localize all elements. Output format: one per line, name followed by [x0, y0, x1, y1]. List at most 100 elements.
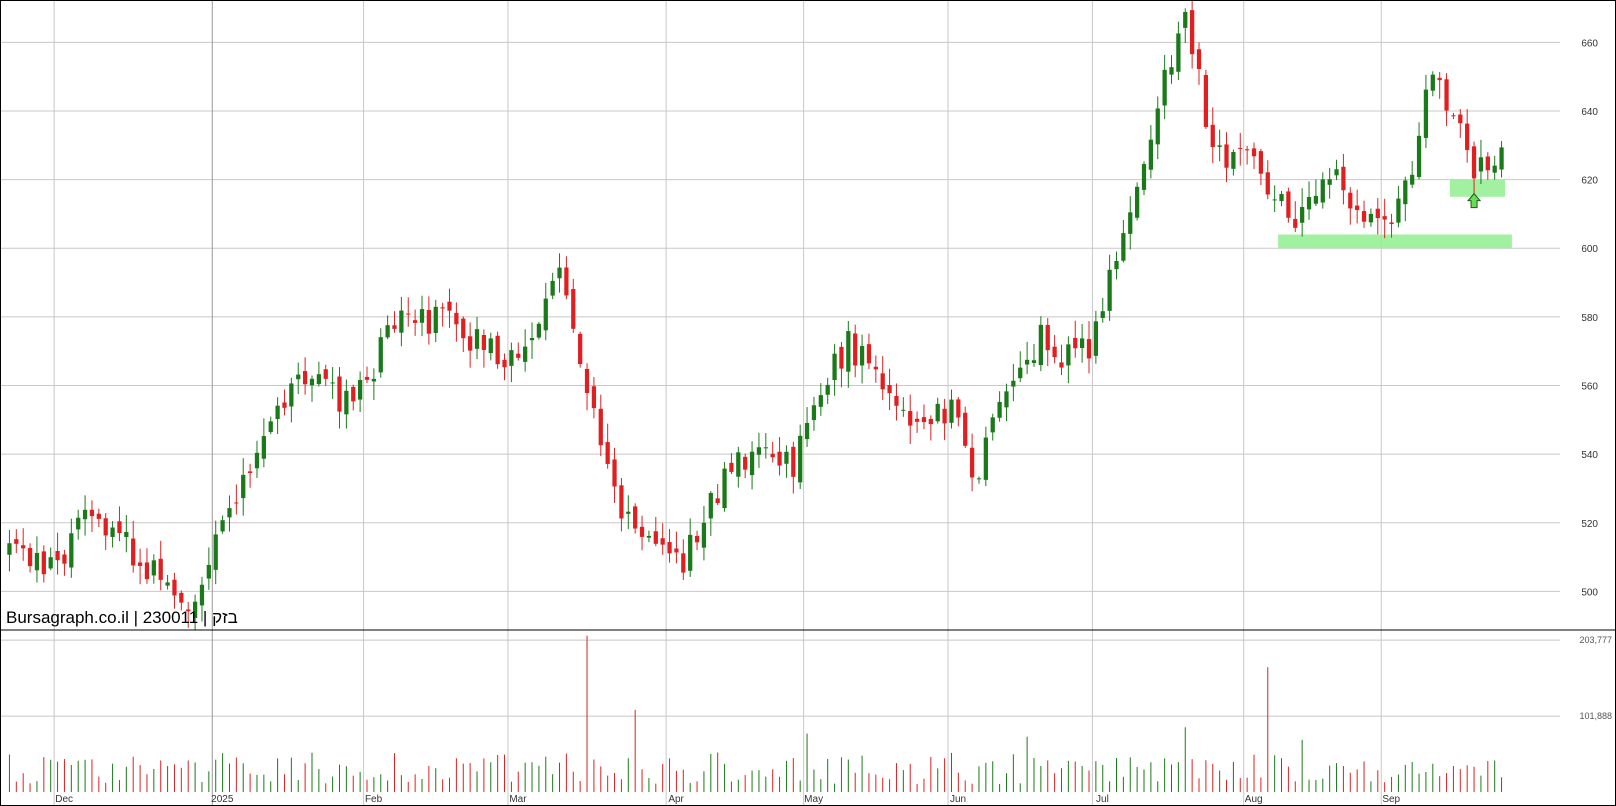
candle-body — [172, 579, 177, 596]
candle-body — [873, 366, 878, 370]
candle-body — [1313, 195, 1319, 204]
candle-body — [646, 535, 652, 538]
candle-body — [626, 511, 631, 514]
price-tick-520: 520 — [1581, 519, 1598, 530]
candle-body — [282, 402, 287, 408]
candle-body — [633, 506, 638, 529]
candle-body — [1334, 169, 1339, 176]
candle-body — [234, 502, 239, 504]
candle-body — [1245, 149, 1250, 151]
candle-body — [1300, 206, 1305, 223]
candle-body — [1382, 216, 1387, 220]
candle-body — [969, 447, 975, 478]
candle-body — [770, 453, 775, 458]
candle-body — [1355, 205, 1360, 211]
candle-body — [1361, 211, 1367, 222]
candle-body — [378, 337, 383, 373]
candle-body — [1293, 218, 1298, 228]
candle-body — [103, 518, 108, 536]
month-label: May — [804, 794, 823, 805]
candle-body — [144, 562, 150, 580]
candle-body — [1485, 156, 1490, 171]
candle-body — [275, 405, 280, 419]
volume-tick-label: 203,777 — [1579, 635, 1612, 645]
candle-body — [921, 417, 927, 423]
candle-body — [1444, 79, 1449, 111]
candle-body — [1478, 157, 1484, 172]
price-tick-500: 500 — [1581, 587, 1598, 598]
candle-body — [612, 459, 617, 487]
axis-labels: 500 520 540 560 580 600 620 640 660 101,888 203,77… — [55, 38, 1612, 805]
candle-body — [1265, 172, 1270, 195]
candle-body — [1155, 108, 1160, 145]
candle-body — [1465, 123, 1470, 151]
candle-body — [124, 531, 129, 538]
candle-body — [461, 318, 466, 339]
price-tick-540: 540 — [1581, 450, 1598, 461]
candle-body — [474, 329, 480, 349]
candle-body — [1141, 164, 1147, 190]
chart-watermark: Bursagraph.co.il | 230011 | בזק — [6, 608, 238, 628]
candle-body — [34, 552, 40, 571]
candle-body — [839, 346, 844, 369]
candle-body — [289, 383, 294, 407]
candle-body — [914, 418, 920, 422]
up-arrow-marker — [1466, 192, 1482, 209]
month-label: Jun — [950, 794, 966, 805]
month-label: Jul — [1096, 794, 1109, 805]
candle-body — [481, 334, 487, 351]
candle-body — [832, 353, 837, 380]
candle-body — [791, 446, 796, 477]
candle-body — [990, 417, 995, 433]
candle-body — [619, 485, 624, 519]
candle-body — [756, 447, 762, 455]
candle-body — [853, 333, 858, 366]
candle-body — [743, 456, 748, 470]
candle-body — [880, 373, 885, 390]
candle-body — [660, 538, 665, 545]
price-tick-600: 600 — [1581, 244, 1598, 255]
candle-body — [1190, 10, 1195, 55]
candle-body — [784, 451, 789, 464]
candle-body — [598, 408, 603, 446]
candle-body — [55, 550, 60, 561]
marker-layer — [1466, 192, 1482, 209]
candle-body — [763, 447, 768, 449]
watermark-name: בזק — [212, 608, 238, 627]
month-label: Dec — [55, 794, 73, 805]
candle-body — [495, 335, 500, 365]
candle-body — [908, 411, 913, 426]
candle-body — [536, 323, 542, 338]
candle-body — [1052, 346, 1057, 358]
month-label: Mar — [509, 794, 527, 805]
candle-body — [1134, 186, 1140, 218]
candle-body — [1011, 380, 1016, 387]
candle-body — [749, 451, 755, 476]
candle-body — [1251, 148, 1257, 157]
candle-body — [468, 336, 473, 351]
candle-body — [1272, 199, 1277, 201]
candle-body — [7, 543, 12, 555]
candle-body — [1183, 11, 1188, 28]
candle-body — [69, 533, 74, 568]
candle-body — [227, 508, 232, 518]
support-zone — [1449, 179, 1505, 197]
month-label: Feb — [365, 794, 383, 805]
candle-body — [351, 386, 356, 402]
price-candles — [7, 0, 1504, 630]
month-label: Aug — [1245, 794, 1263, 805]
candle-body — [694, 535, 700, 543]
candle-body — [323, 369, 328, 379]
candle-body — [364, 376, 370, 380]
candle-body — [529, 337, 535, 341]
candle-body — [117, 521, 122, 534]
candle-body — [82, 509, 88, 520]
candle-body — [41, 551, 46, 575]
candle-body — [1024, 359, 1030, 365]
candle-body — [1100, 311, 1105, 318]
candle-body — [48, 557, 53, 569]
candle-body — [199, 584, 205, 606]
candle-body — [681, 553, 686, 573]
candle-body — [963, 412, 968, 446]
